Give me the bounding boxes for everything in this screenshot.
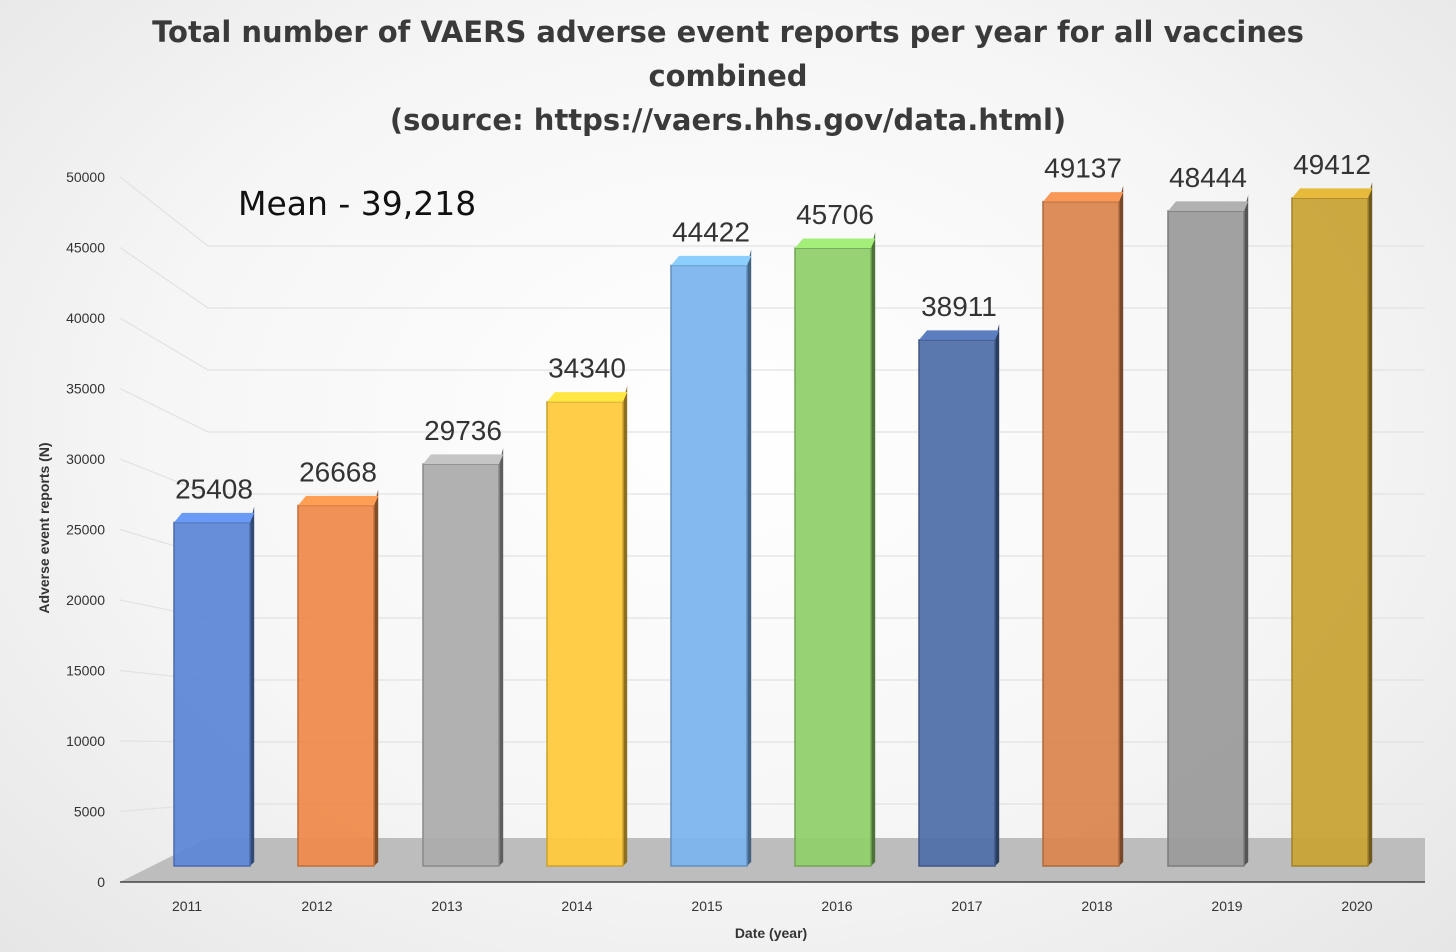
bar-2013 xyxy=(422,447,504,867)
chart-title: Total number of VAERS adverse event repo… xyxy=(0,10,1456,142)
bar-top xyxy=(919,330,1000,340)
bar-front xyxy=(422,463,500,867)
x-tick-label: 2011 xyxy=(172,898,202,914)
bar-top xyxy=(547,392,628,402)
bar-2017 xyxy=(918,323,1000,867)
bar-side xyxy=(747,249,752,867)
chart-title-line-2: combined xyxy=(648,59,808,93)
data-label: 44422 xyxy=(672,216,750,247)
x-tick-label: 2015 xyxy=(691,898,722,914)
gridline xyxy=(119,317,1425,371)
data-label: 45706 xyxy=(796,199,874,230)
bar-top xyxy=(1168,201,1249,212)
bar-side xyxy=(871,232,876,867)
bar-front xyxy=(670,264,748,867)
gridline xyxy=(119,458,1425,495)
chart-title-line-3: (source: https://vaers.hhs.gov/data.html… xyxy=(389,103,1067,137)
y-axis-label: Adverse event reports (N) xyxy=(36,442,52,613)
gridline xyxy=(119,176,1425,247)
x-tick-label: 2020 xyxy=(1341,898,1372,914)
bar-top xyxy=(671,255,752,266)
bar-side xyxy=(250,506,255,866)
bar-top xyxy=(298,495,379,506)
bar-2014 xyxy=(546,385,628,867)
y-tick-label: 35000 xyxy=(66,381,105,397)
bar-side xyxy=(1368,181,1373,866)
bar-side xyxy=(995,323,1000,866)
bar-2012 xyxy=(297,489,379,867)
data-labels: 25408 26668 29736 34340 44422 45706 38911 49137… xyxy=(175,149,1371,505)
bars xyxy=(173,181,1373,867)
y-axis-ticks: 0 5000 10000 15000 20000 25000 30000 35000 40000… xyxy=(66,169,105,890)
bar-2016 xyxy=(794,232,876,867)
bar-top xyxy=(795,238,876,249)
bar-2015 xyxy=(670,249,752,867)
bar-front xyxy=(1291,197,1369,867)
bar-2019 xyxy=(1167,195,1249,867)
data-label: 49137 xyxy=(1044,153,1122,184)
y-tick-label: 20000 xyxy=(66,592,105,608)
bar-side xyxy=(623,385,628,866)
bar-side xyxy=(374,489,379,866)
data-label: 34340 xyxy=(548,353,626,384)
x-tick-label: 2019 xyxy=(1211,898,1242,914)
y-tick-label: 30000 xyxy=(66,451,105,467)
x-axis-ticks: 2011 2012 2013 2014 2015 2016 2017 2018 2019 2020 xyxy=(172,898,1373,914)
bar-top xyxy=(1292,188,1373,198)
bar-2018 xyxy=(1042,185,1124,867)
y-tick-label: 15000 xyxy=(66,663,105,679)
x-tick-label: 2012 xyxy=(301,898,332,914)
data-label: 25408 xyxy=(175,473,253,504)
y-tick-label: 40000 xyxy=(66,310,105,326)
y-tick-label: 25000 xyxy=(66,522,105,538)
y-tick-label: 45000 xyxy=(66,240,105,256)
bar-front xyxy=(546,400,624,867)
bar-front xyxy=(297,504,375,867)
y-tick-label: 5000 xyxy=(74,804,105,820)
bar-front xyxy=(1167,210,1245,867)
bar-front xyxy=(794,247,872,867)
x-tick-label: 2017 xyxy=(951,898,982,914)
bar-front xyxy=(1042,200,1120,867)
bar-2011 xyxy=(173,506,255,867)
bar-front xyxy=(918,339,996,867)
data-label: 38911 xyxy=(921,291,997,322)
bar-top xyxy=(423,454,504,464)
x-tick-label: 2018 xyxy=(1081,898,1112,914)
data-label: 48444 xyxy=(1169,162,1247,193)
bar-side xyxy=(1119,185,1124,867)
gridline xyxy=(119,247,1425,309)
y-tick-label: 50000 xyxy=(66,169,105,185)
x-tick-label: 2016 xyxy=(821,898,852,914)
gridline xyxy=(119,387,1425,433)
x-axis-label: Date (year) xyxy=(735,925,807,941)
data-label: 26668 xyxy=(299,456,377,487)
chart-title-line-1: Total number of VAERS adverse event repo… xyxy=(152,15,1304,49)
y-tick-label: 0 xyxy=(97,874,105,890)
bar-side xyxy=(499,447,504,866)
bar-side xyxy=(1244,195,1249,867)
data-label: 49412 xyxy=(1293,149,1371,180)
bar-2020 xyxy=(1291,181,1373,867)
bar-top xyxy=(174,512,255,523)
bar-front xyxy=(173,521,251,867)
bar-top xyxy=(1043,192,1124,202)
mean-annotation: Mean - 39,218 xyxy=(238,184,477,223)
y-tick-label: 10000 xyxy=(66,733,105,749)
data-label: 29736 xyxy=(424,415,502,446)
x-tick-label: 2013 xyxy=(431,898,462,914)
x-tick-label: 2014 xyxy=(561,898,592,914)
